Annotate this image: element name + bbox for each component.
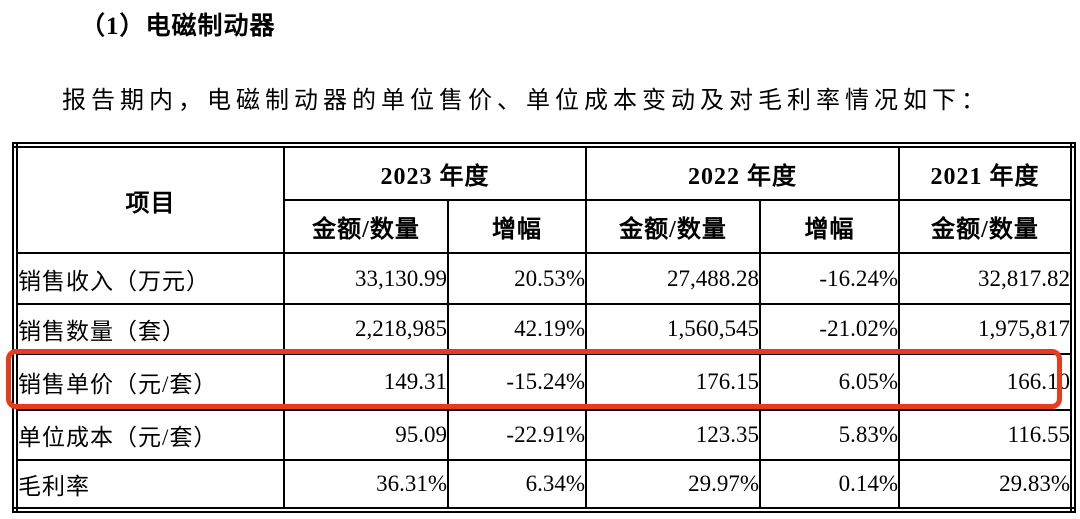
row-label: 销售数量（套） (14, 303, 285, 355)
cell-value: 0.14% (759, 459, 900, 511)
cell-value: -22.91% (447, 409, 587, 461)
cell-value: 6.34% (447, 459, 587, 511)
cell-value: 5.83% (759, 409, 900, 461)
cell-value: 29.97% (585, 459, 761, 511)
subheader-change-2022: 增幅 (759, 199, 900, 254)
table-row: 销售收入（万元） 33,130.99 20.53% 27,488.28 -16.… (14, 252, 1074, 305)
cell-value: 2,218,985 (283, 303, 449, 355)
subheader-amount-2023: 金额/数量 (283, 199, 449, 254)
cell-value: 29.83% (898, 459, 1074, 511)
cell-value: 6.05% (759, 353, 900, 411)
intro-paragraph: 报告期内，电磁制动器的单位售价、单位成本变动及对毛利率情况如下： (62, 88, 990, 114)
data-table: 项目 2023 年度 2022 年度 2021 年度 金额/数量 增幅 金额/数… (12, 142, 1076, 513)
cell-value: 27,488.28 (585, 252, 761, 305)
row-label: 销售收入（万元） (14, 252, 285, 305)
cell-value: 33,130.99 (283, 252, 449, 305)
table-row: 销售数量（套） 2,218,985 42.19% 1,560,545 -21.0… (14, 303, 1074, 355)
cell-value: 95.09 (283, 409, 449, 461)
subheader-amount-2022: 金额/数量 (585, 199, 761, 254)
cell-value: 1,560,545 (585, 303, 761, 355)
cell-value: 166.10 (898, 353, 1074, 411)
table-row: 单位成本（元/套） 95.09 -22.91% 123.35 5.83% 116… (14, 409, 1074, 461)
cell-value: -21.02% (759, 303, 900, 355)
table-row-highlighted: 销售单价（元/套） 149.31 -15.24% 176.15 6.05% 16… (14, 353, 1074, 411)
cell-value: 42.19% (447, 303, 587, 355)
subheader-change-2023: 增幅 (447, 199, 587, 254)
cell-value: 32,817.82 (898, 252, 1074, 305)
cell-value: 36.31% (283, 459, 449, 511)
row-label: 毛利率 (14, 459, 285, 511)
cell-value: 1,975,817 (898, 303, 1074, 355)
cell-value: 176.15 (585, 353, 761, 411)
page-title: （1）电磁制动器 (80, 13, 276, 40)
cell-value: 20.53% (447, 252, 587, 305)
year-header-2021: 2021 年度 (898, 144, 1074, 201)
corner-header: 项目 (14, 144, 285, 254)
row-label: 单位成本（元/套） (14, 409, 285, 461)
cell-value: 116.55 (898, 409, 1074, 461)
cell-value: 149.31 (283, 353, 449, 411)
year-header-2022: 2022 年度 (585, 144, 900, 201)
cell-value: -15.24% (447, 353, 587, 411)
year-header-2023: 2023 年度 (283, 144, 587, 201)
subheader-amount-2021: 金额/数量 (898, 199, 1074, 254)
cell-value: 123.35 (585, 409, 761, 461)
row-label: 销售单价（元/套） (14, 353, 285, 411)
table-row: 毛利率 36.31% 6.34% 29.97% 0.14% 29.83% (14, 459, 1074, 511)
cell-value: -16.24% (759, 252, 900, 305)
